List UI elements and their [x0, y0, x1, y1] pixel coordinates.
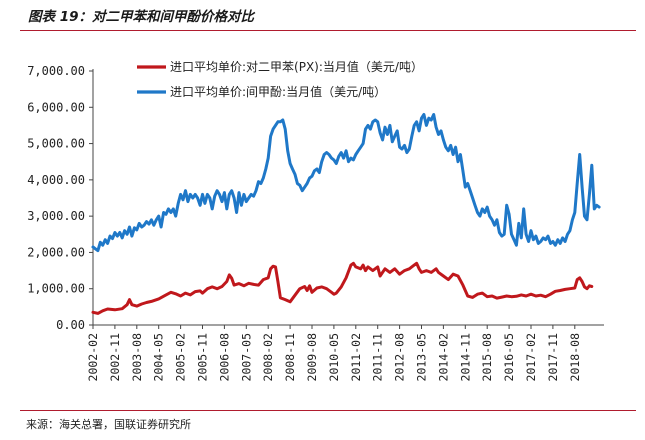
x-tick-label: 2002-11: [108, 333, 122, 382]
x-tick-label: 2015-08: [480, 333, 494, 382]
chart-legend: 进口平均单价:对二甲苯(PX):当月值（美元/吨） 进口平均单价:间甲酚:当月值…: [137, 59, 423, 99]
x-tick-label: 2014-11: [458, 333, 472, 382]
y-tick-label: 1,000.00: [27, 282, 85, 296]
y-tick-label: 4,000.00: [27, 173, 85, 187]
series-line-px: [91, 261, 594, 315]
x-tick-label: 2005-11: [196, 333, 210, 382]
legend-label-cresol: 进口平均单价:间甲酚:当月值（美元/吨）: [170, 84, 386, 99]
series-line-cresol: [91, 113, 601, 253]
title-rule: [20, 30, 636, 31]
figure-title: 图表 19：对二甲苯和间甲酚价格对比: [28, 9, 254, 25]
source-rule: [20, 410, 636, 411]
y-tick-label: 7,000.00: [27, 64, 85, 78]
legend-label-px: 进口平均单价:对二甲苯(PX):当月值（美元/吨）: [170, 59, 423, 74]
x-tick-label: 2014-02: [436, 333, 450, 381]
x-tick-label: 2008-02: [261, 333, 275, 381]
x-tick-label: 2017-02: [524, 333, 538, 381]
x-tick-label: 2006-08: [217, 333, 231, 382]
x-tick-label: 2010-05: [327, 333, 341, 381]
x-tick-label: 2008-11: [283, 333, 297, 382]
x-tick-label: 2007-05: [239, 333, 253, 381]
source-note: 来源：海关总署，国联证券研究所: [26, 418, 191, 431]
line-chart: 0.00 1,000.00 2,000.00 3,000.00 4,000.00 5,00…: [27, 59, 604, 381]
x-tick-label: 2017-11: [546, 333, 560, 382]
x-tick-label: 2009-08: [305, 333, 319, 382]
x-tick-label: 2012-08: [393, 333, 407, 382]
x-tick-label: 2011-02: [349, 333, 363, 381]
chart-series: [91, 113, 601, 315]
x-tick-label: 2011-11: [371, 333, 385, 382]
y-tick-label: 6,000.00: [27, 100, 85, 114]
x-tick-label: 2016-05: [502, 333, 516, 381]
y-tick-label: 3,000.00: [27, 209, 85, 223]
x-tick-label: 2018-08: [568, 333, 582, 382]
x-tick-label: 2002-02: [86, 333, 100, 381]
x-tick-label: 2003-08: [130, 333, 144, 382]
chart-axes: 0.00 1,000.00 2,000.00 3,000.00 4,000.00 5,00…: [27, 64, 604, 381]
x-tick-label: 2013-05: [415, 333, 429, 381]
y-tick-label: 2,000.00: [27, 245, 85, 259]
y-tick-label: 0.00: [56, 318, 85, 332]
x-tick-label: 2004-05: [152, 333, 166, 381]
x-tick-label: 2005-02: [174, 333, 188, 381]
y-tick-label: 5,000.00: [27, 137, 85, 151]
